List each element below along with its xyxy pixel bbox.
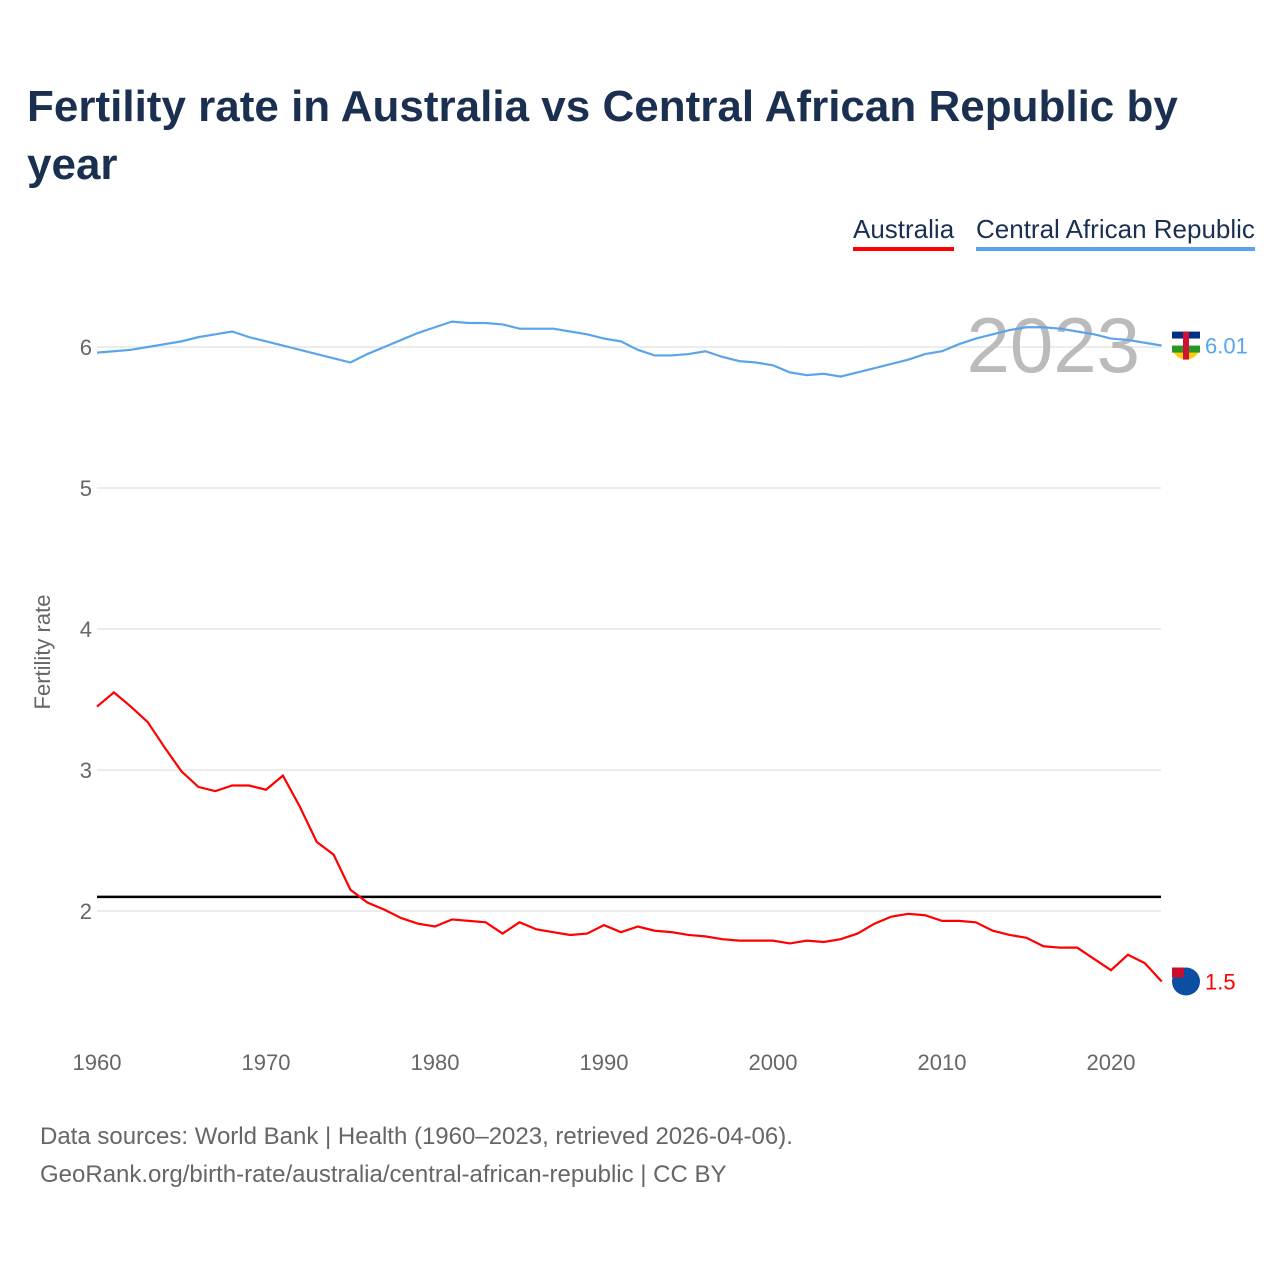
line-chart: 2 3 4 5 6 1960 1970 1980 1990 2000 2010 2020 2023 F… [30,301,1248,1075]
y-tick-label: 6 [80,335,92,360]
x-tick-label: 1990 [580,1050,629,1075]
australia-flag-icon [1172,967,1200,996]
series-line-central-african-republic [96,320,1162,378]
footer: Data sources: World Bank | Health (1960–… [40,1118,793,1194]
data-source: Data sources: World Bank | Health (1960–… [40,1123,793,1150]
legend-central-african-republic[interactable]: Central African Republic [976,214,1255,251]
series-line-australia [96,691,1163,983]
flag-stripe [1183,331,1189,360]
x-tick-label: 2000 [749,1050,798,1075]
x-tick-label: 2010 [918,1050,967,1075]
x-tick-label: 1970 [242,1050,291,1075]
source-url[interactable]: GeoRank.org/birth-rate/australia/central… [40,1161,727,1188]
x-tick-label: 1960 [73,1050,122,1075]
car-flag-icon [1172,331,1200,360]
end-value-label-central-african-republic: 6.01 [1205,334,1248,359]
x-tick-label: 2020 [1087,1050,1136,1075]
y-tick-label: 3 [80,758,92,783]
y-tick-label: 2 [80,899,92,924]
x-tick-label: 1980 [411,1050,460,1075]
y-tick-label: 5 [80,476,92,501]
flag-canton [1172,967,1184,978]
end-value-label-australia: 1.5 [1205,970,1236,995]
chart-title: Fertility rate in Australia vs Central A… [27,82,1178,189]
y-tick-label: 4 [80,617,92,642]
year-label: 2023 [966,301,1140,389]
legend-australia[interactable]: Australia [853,214,955,251]
y-axis-label: Fertility rate [30,595,55,710]
